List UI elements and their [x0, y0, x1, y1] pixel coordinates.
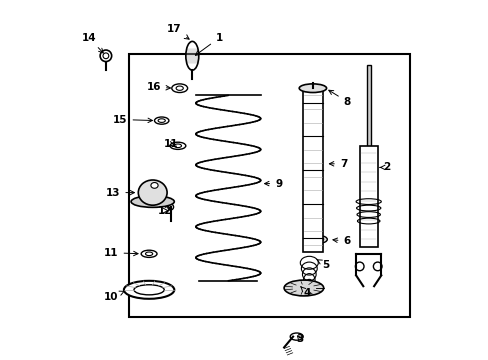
Bar [366, 65, 370, 151]
Text: 15: 15 [113, 114, 152, 125]
Text: 14: 14 [81, 33, 103, 53]
Ellipse shape [141, 250, 157, 257]
Bar [129, 54, 409, 317]
Ellipse shape [131, 196, 174, 207]
Text: 8: 8 [328, 90, 350, 107]
Text: 11: 11 [104, 248, 138, 258]
Ellipse shape [284, 280, 323, 296]
Ellipse shape [151, 183, 158, 188]
Ellipse shape [123, 281, 174, 299]
Text: 11: 11 [163, 139, 178, 149]
Ellipse shape [299, 84, 326, 93]
Text: 7: 7 [329, 159, 346, 169]
Text: 12: 12 [158, 206, 172, 216]
Text: 3: 3 [296, 334, 304, 344]
Ellipse shape [170, 142, 185, 149]
Ellipse shape [154, 117, 168, 124]
Bar [302, 88, 322, 252]
Text: 17: 17 [166, 24, 189, 39]
Text: 5: 5 [316, 259, 328, 270]
Ellipse shape [171, 84, 187, 93]
Text: 10: 10 [104, 291, 124, 302]
Bar [359, 146, 377, 247]
Ellipse shape [312, 236, 326, 243]
Text: 9: 9 [264, 179, 282, 189]
Text: 4: 4 [300, 287, 310, 298]
Text: 16: 16 [146, 82, 170, 92]
Text: 13: 13 [105, 188, 134, 198]
Text: 6: 6 [332, 236, 350, 246]
Text: 2: 2 [379, 162, 389, 172]
Ellipse shape [138, 180, 167, 205]
Text: 1: 1 [195, 33, 223, 55]
